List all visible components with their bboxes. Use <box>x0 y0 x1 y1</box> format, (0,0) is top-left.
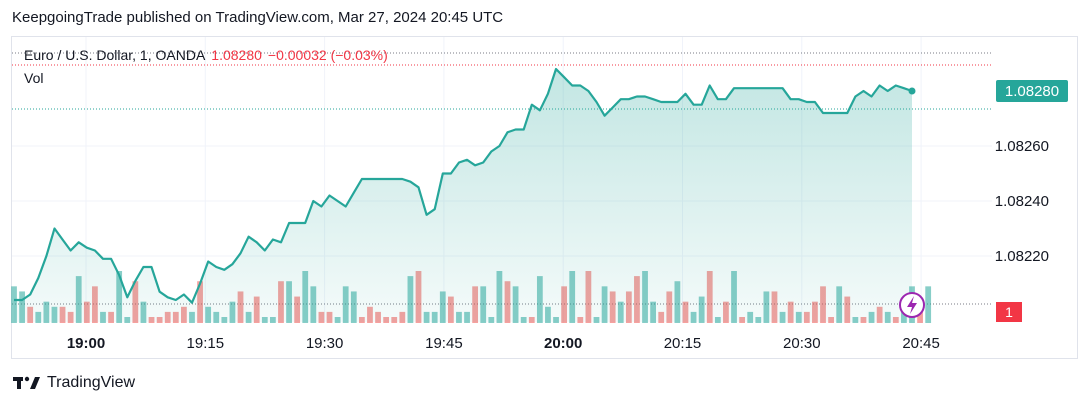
x-tick-label: 19:00 <box>67 335 105 352</box>
price-area <box>14 67 916 322</box>
y-tick-label: 1.08220 <box>995 248 1049 265</box>
symbol-legend[interactable]: Euro / U.S. Dollar, 1, OANDA 1.08280 −0.00… <box>24 47 388 63</box>
y-axis-labels: 1.08220 1.08240 1.08260 <box>995 138 1049 265</box>
lightning-bolt-icon <box>907 296 917 314</box>
y-tick-label: 1.08260 <box>995 138 1049 155</box>
symbol-name: Euro / U.S. Dollar, 1, OANDA <box>24 47 206 63</box>
price-tags: 1.08280 1 <box>899 80 1068 322</box>
x-tick-label: 20:45 <box>902 335 940 352</box>
price-change: −0.00032 (−0.03%) <box>267 47 388 63</box>
x-tick-label: 20:00 <box>544 335 582 352</box>
x-tick-label: 20:30 <box>783 335 821 352</box>
volume-legend[interactable]: Vol <box>24 70 44 86</box>
x-tick-label: 20:15 <box>664 335 702 352</box>
published-caption: KeepgoingTrade published on TradingView.… <box>12 9 504 26</box>
volume-bar <box>925 286 932 323</box>
footer-brand: TradingView <box>47 374 136 391</box>
tradingview-footer[interactable]: TradingView <box>13 374 135 392</box>
x-tick-label: 19:15 <box>187 335 225 352</box>
volume-tag <box>996 302 1022 322</box>
x-tick-label: 19:45 <box>425 335 463 352</box>
chart-frame[interactable] <box>11 36 1078 359</box>
y-tick-label: 1.08240 <box>995 193 1049 210</box>
last-price-tag-label: 1.08280 <box>1005 83 1059 100</box>
volume-tag-label: 1 <box>1005 304 1013 320</box>
x-tick-label: 19:30 <box>306 335 344 352</box>
price-area-fill <box>14 69 912 322</box>
tradingview-logo-icon <box>13 376 40 389</box>
x-axis-labels: 19:00 19:15 19:30 19:45 20:00 20:15 20:30 20:45 <box>67 335 940 352</box>
price-line <box>14 67 913 304</box>
last-price-dot <box>908 87 916 95</box>
last-price-tag <box>996 80 1068 102</box>
last-price: 1.08280 <box>211 47 262 63</box>
